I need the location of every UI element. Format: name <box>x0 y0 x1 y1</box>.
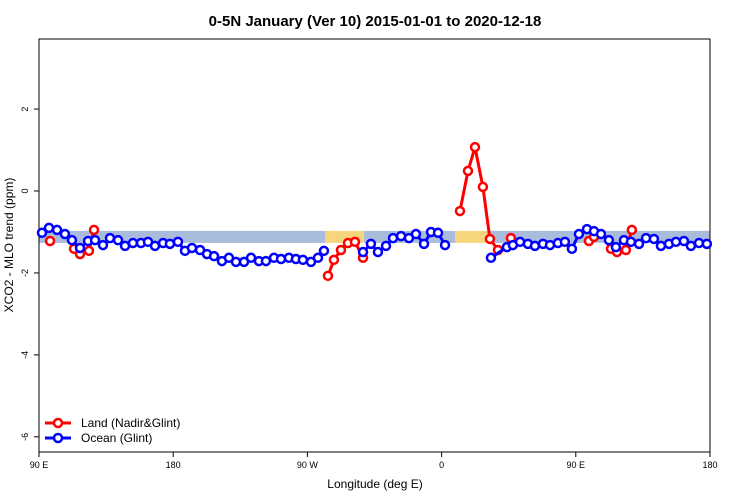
data-point <box>186 242 198 254</box>
x-tick-label: 180 <box>166 460 181 470</box>
series <box>44 141 638 282</box>
data-point <box>566 243 578 255</box>
data-point <box>208 250 220 262</box>
data-point <box>469 141 481 153</box>
y-tick-label: 2 <box>20 107 30 112</box>
data-point <box>44 235 56 247</box>
data-point <box>432 227 444 239</box>
data-point <box>625 236 637 248</box>
data-point <box>164 238 176 250</box>
y-tick-label: -4 <box>20 351 30 359</box>
data-point <box>484 233 496 245</box>
chart-title: 0-5N January (Ver 10) 2015-01-01 to 2020… <box>209 13 542 30</box>
y-tick-label: -6 <box>20 433 30 441</box>
data-point <box>365 238 377 250</box>
x-axis-label: Longitude (deg E) <box>327 477 422 491</box>
data-point <box>380 240 392 252</box>
data-point <box>328 254 340 266</box>
data-point <box>655 240 667 252</box>
x-tick-label: 90 E <box>30 460 49 470</box>
data-point <box>685 240 697 252</box>
data-point <box>43 222 55 234</box>
data-point <box>633 238 645 250</box>
data-point <box>410 228 422 240</box>
data-point <box>297 254 309 266</box>
data-point <box>620 244 632 256</box>
legend-label: Ocean (Glint) <box>81 431 152 445</box>
data-point <box>66 234 78 246</box>
data-point <box>610 241 622 253</box>
data-point <box>149 240 161 252</box>
legend-item: Ocean (Glint) <box>45 431 152 445</box>
data-point <box>36 227 48 239</box>
data-point <box>318 245 330 257</box>
data-point <box>462 165 474 177</box>
series <box>36 222 713 268</box>
series-line <box>73 146 634 277</box>
legend-marker <box>52 417 64 429</box>
data-point <box>603 234 615 246</box>
data-point <box>83 245 95 257</box>
x-tick-label: 180 <box>702 460 717 470</box>
legend-marker <box>52 432 64 444</box>
data-point <box>626 224 638 236</box>
data-point <box>648 233 660 245</box>
data-point <box>372 246 384 258</box>
data-point <box>89 234 101 246</box>
data-point <box>260 255 272 267</box>
data-point <box>97 239 109 251</box>
x-tick-label: 0 <box>439 460 444 470</box>
surface-band <box>455 230 490 243</box>
data-point <box>559 236 571 248</box>
data-point <box>418 238 430 250</box>
data-point <box>529 240 541 252</box>
data-point <box>357 246 369 258</box>
data-point <box>335 244 347 256</box>
data-point <box>74 242 86 254</box>
data-point <box>454 205 466 217</box>
data-point <box>127 237 139 249</box>
legend-label: Land (Nadir&Glint) <box>81 416 180 430</box>
data-point <box>678 235 690 247</box>
y-axis-label: XCO2 - MLO trend (ppm) <box>2 178 16 313</box>
data-point <box>230 256 242 268</box>
data-point <box>172 236 184 248</box>
data-point <box>387 232 399 244</box>
data-point <box>439 239 451 251</box>
x-tick-label: 90 E <box>567 460 586 470</box>
data-point <box>349 236 361 248</box>
data-point <box>112 234 124 246</box>
data-point <box>104 232 116 244</box>
data-point <box>59 228 71 240</box>
data-point <box>485 252 497 264</box>
data-point <box>88 224 100 236</box>
data-point <box>312 252 324 264</box>
data-point <box>595 228 607 240</box>
legend-item: Land (Nadir&Glint) <box>45 416 180 430</box>
data-point <box>701 238 713 250</box>
y-tick-label: 0 <box>20 188 30 193</box>
data-point <box>573 228 585 240</box>
x-tick-label: 90 W <box>297 460 319 470</box>
data-point <box>51 224 63 236</box>
data-point <box>322 270 334 282</box>
data-point <box>477 181 489 193</box>
y-tick-label: -2 <box>20 269 30 277</box>
